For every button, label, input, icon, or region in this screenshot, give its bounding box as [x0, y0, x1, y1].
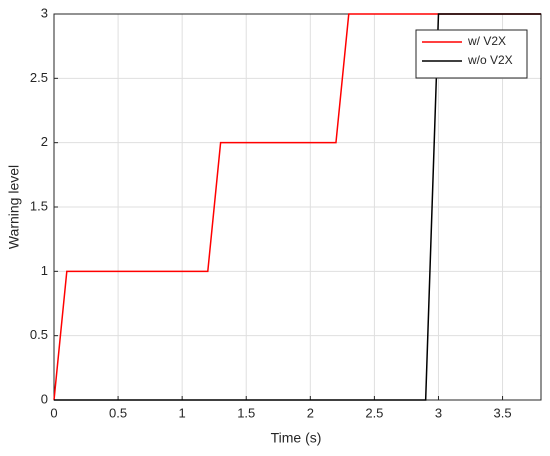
line: [53, 13, 541, 401]
y-tick-label: 2: [41, 134, 48, 149]
y-tick-label: 1: [41, 263, 48, 278]
y-tick-label: 1.5: [30, 198, 48, 213]
x-tick-label: 1: [179, 405, 186, 420]
legend: w/ V2X w/o V2X: [415, 29, 528, 79]
legend-box: [415, 29, 528, 79]
x-tick-label: 0: [50, 405, 57, 420]
y-tick-label: 3: [41, 5, 48, 20]
x-tick-label: 1.5: [237, 405, 255, 420]
y-tick-label: 2.5: [30, 70, 48, 85]
x-tick-label: 2.5: [365, 405, 383, 420]
x-axis-label: Time (s): [271, 430, 322, 446]
x-tick-label: 0.5: [109, 405, 127, 420]
line: [54, 13, 541, 401]
x-tick-label: 3: [435, 405, 442, 420]
legend-label: w/o V2X: [467, 53, 513, 67]
y-axis-label: Warning level: [6, 165, 22, 249]
legend-label: w/ V2X: [467, 34, 506, 48]
y-tick-label: 0: [41, 391, 48, 406]
x-tick-label: 2: [307, 405, 314, 420]
x-tick-label: 3.5: [494, 405, 512, 420]
y-tick-label: 0.5: [30, 327, 48, 342]
